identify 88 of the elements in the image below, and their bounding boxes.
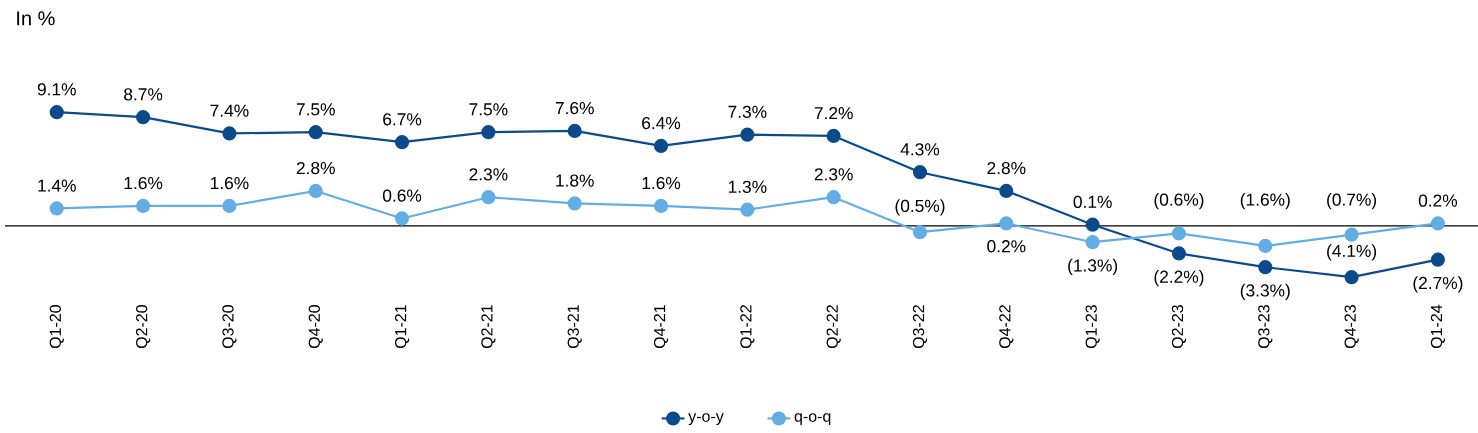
point: [222, 198, 237, 213]
point: [740, 127, 755, 142]
data-label: 7.5%: [469, 103, 508, 116]
data-label: 0.2%: [987, 240, 1026, 253]
x-tick-label: Q2-20: [136, 305, 151, 349]
point: [1344, 227, 1359, 242]
data-label: 1.6%: [642, 176, 681, 190]
data-label: 1.4%: [38, 179, 76, 192]
data-label: 1.8%: [556, 174, 594, 187]
data-label: 1.6%: [124, 176, 163, 190]
data-label: 9.1%: [37, 83, 76, 96]
point: [136, 110, 151, 125]
data-label: (0.7%): [1327, 193, 1377, 210]
point: [912, 225, 928, 240]
point: [999, 216, 1014, 231]
point: [49, 201, 64, 216]
x-tick-label: Q4-20: [308, 305, 323, 349]
point: [1430, 252, 1445, 267]
x-tick-label: Q3-22: [912, 305, 928, 349]
legend-label: y-o-y: [688, 413, 724, 426]
point: [136, 198, 151, 213]
data-label: 4.3%: [900, 143, 940, 156]
point: [1085, 235, 1100, 250]
point: [1085, 217, 1100, 232]
x-tick-label: Q3-20: [222, 305, 237, 349]
data-label: (4.1%): [1327, 244, 1377, 261]
x-tick-label: Q1-22: [740, 305, 755, 349]
point: [308, 125, 323, 140]
x-tick-label: Q4-23: [1344, 305, 1359, 349]
point: [481, 125, 496, 140]
data-label: (3.3%): [1240, 283, 1290, 301]
x-tick-label: Q2-23: [1171, 305, 1187, 349]
data-label: (2.2%): [1154, 270, 1204, 287]
x-tick-label: Q1-21: [394, 305, 410, 349]
x-tick-label: Q3-21: [567, 305, 582, 349]
point: [1258, 260, 1273, 275]
data-label: 6.4%: [642, 116, 681, 130]
x-tick-label: Q2-21: [481, 305, 496, 349]
data-label: 0.6%: [382, 189, 422, 202]
data-label: 6.7%: [383, 113, 422, 126]
x-tick-label: Q2-22: [826, 305, 841, 349]
data-label: 2.8%: [296, 161, 335, 175]
data-label: 1.6%: [210, 176, 249, 190]
data-label: 0.1%: [1073, 195, 1112, 208]
x-tick-label: Q3-23: [1258, 305, 1273, 349]
point: [308, 183, 323, 198]
data-label: (0.5%): [895, 199, 945, 216]
point: [826, 128, 841, 143]
point: [912, 165, 928, 180]
point: [394, 135, 410, 150]
data-label: 7.5%: [296, 103, 335, 116]
x-tick-label: Q1-23: [1085, 305, 1100, 349]
point: [826, 190, 841, 205]
point: [653, 138, 669, 153]
point: [1258, 238, 1273, 253]
data-label: 2.3%: [814, 168, 853, 181]
point: [1344, 270, 1359, 285]
data-label: (1.6%): [1240, 193, 1290, 210]
point: [222, 126, 237, 141]
data-label: 8.7%: [124, 88, 163, 101]
point: [999, 183, 1014, 198]
point: [1171, 226, 1187, 241]
point: [567, 196, 582, 211]
data-label: 0.2%: [1418, 194, 1458, 207]
data-label: 2.3%: [469, 168, 508, 181]
point: [1430, 216, 1445, 231]
point: [740, 202, 755, 217]
data-label: 7.3%: [728, 105, 767, 118]
data-label: 1.3%: [728, 180, 767, 193]
data-label: 7.2%: [814, 107, 853, 120]
data-label: 7.6%: [555, 101, 594, 115]
point: [481, 190, 496, 205]
data-label: 7.4%: [210, 104, 249, 117]
legend-label: q-o-q: [794, 413, 831, 426]
point: [49, 105, 64, 120]
data-label: (2.7%): [1413, 276, 1463, 293]
point: [394, 211, 410, 226]
chart-title: In %: [17, 11, 55, 26]
data-label: (0.6%): [1154, 193, 1204, 210]
x-tick-label: Q1-20: [49, 305, 64, 349]
data-label: (1.3%): [1068, 258, 1118, 276]
x-tick-label: Q4-21: [653, 305, 669, 349]
x-tick-label: Q1-24: [1430, 304, 1446, 349]
point: [653, 198, 669, 213]
x-tick-label: Q4-22: [999, 305, 1014, 349]
point: [567, 123, 582, 138]
point: [1171, 246, 1187, 261]
data-label: 2.8%: [987, 161, 1026, 175]
